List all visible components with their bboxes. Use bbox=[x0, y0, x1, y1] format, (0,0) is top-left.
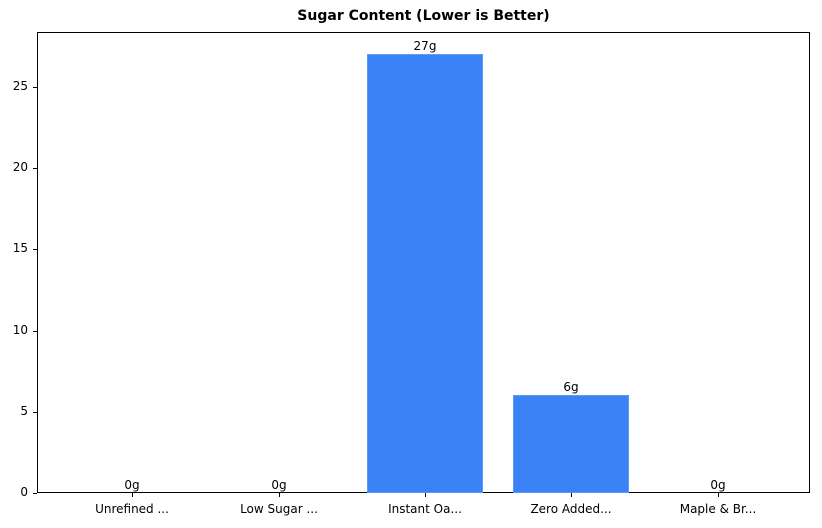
x-tick-label: Unrefined ... bbox=[95, 502, 169, 516]
bar-value-label: 6g bbox=[563, 380, 579, 395]
x-tick-label: Zero Added... bbox=[530, 502, 612, 516]
y-tick-label: 25 bbox=[12, 79, 28, 93]
y-tick-label: 0 bbox=[20, 485, 28, 499]
bar-value-label: 0g bbox=[124, 478, 140, 492]
chart-title: Sugar Content (Lower is Better) bbox=[297, 8, 550, 24]
y-tick-label: 10 bbox=[12, 323, 28, 337]
bar bbox=[367, 53, 483, 493]
x-tick-label: Instant Oa... bbox=[388, 502, 462, 516]
bar bbox=[513, 395, 629, 493]
y-tick-label: 20 bbox=[12, 160, 28, 174]
bar-value-label: 0g bbox=[710, 478, 726, 492]
x-tick-label: Low Sugar ... bbox=[240, 502, 318, 516]
x-tick-label: Maple & Br... bbox=[679, 502, 757, 516]
bar-value-label: 27g bbox=[413, 38, 437, 53]
bar-value-label: 0g bbox=[271, 478, 287, 492]
y-tick-label: 15 bbox=[12, 241, 28, 255]
y-tick-label: 5 bbox=[20, 404, 28, 418]
